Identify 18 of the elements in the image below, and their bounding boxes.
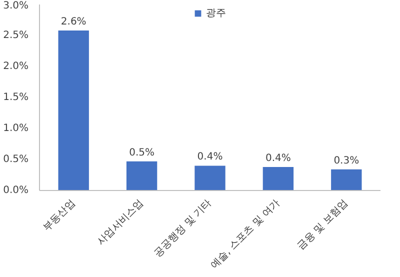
data-label: 0.4% [197,152,223,163]
bar [262,166,294,190]
y-tick-label: 1.0% [3,123,28,134]
legend-label: 광주 [206,7,226,20]
bar [331,169,362,190]
data-label: 0.4% [265,152,291,164]
y-tick-label: 1.5% [3,92,28,103]
data-label: 2.6% [60,16,86,28]
bar [126,161,158,190]
bar [58,30,89,190]
data-label: 0.5% [129,147,155,158]
y-tick-label: 2.0% [3,61,28,72]
y-tick-label: 2.5% [3,30,28,41]
bar [194,166,226,190]
y-tick-label: 0.0% [3,185,28,196]
data-label: 0.3% [334,155,360,166]
y-tick-label: 0.5% [3,154,28,165]
y-tick-label: 3.0% [3,0,28,12]
